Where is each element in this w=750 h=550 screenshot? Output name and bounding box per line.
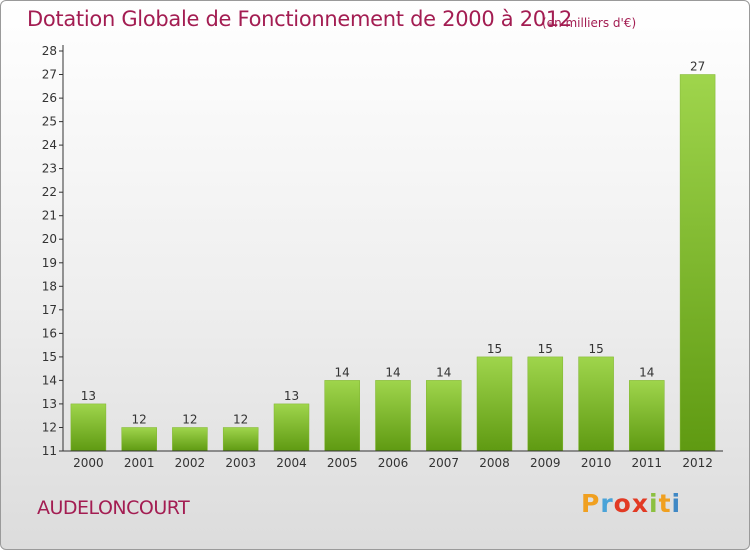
bar-2010 [578, 356, 614, 452]
value-label: 12 [182, 413, 197, 427]
bar-2002 [172, 427, 208, 452]
logo-letter: P [581, 489, 601, 518]
y-tick-label: 14 [42, 373, 57, 387]
x-tick-label: 2010 [581, 456, 612, 470]
y-tick-label: 20 [42, 232, 57, 246]
proxiti-logo: Proxiti [581, 489, 681, 518]
x-tick-label: 2000 [73, 456, 104, 470]
bar-2011 [629, 380, 665, 452]
x-tick-label: 2011 [632, 456, 663, 470]
value-label: 12 [132, 413, 147, 427]
y-tick-label: 17 [42, 303, 57, 317]
y-tick-label: 28 [42, 44, 57, 58]
x-tick-label: 2007 [429, 456, 460, 470]
bar-2008 [476, 356, 513, 452]
logo-letter: x [631, 489, 649, 518]
bar-2004 [273, 403, 310, 452]
bar-2003 [222, 427, 259, 452]
value-label: 27 [690, 60, 705, 74]
x-tick-label: 2005 [327, 456, 358, 470]
value-label: 15 [487, 342, 502, 356]
logo-letter: i [671, 489, 682, 518]
y-tick-label: 27 [42, 68, 57, 82]
logo-letter: r [600, 489, 614, 518]
logo-letter: o [613, 489, 632, 518]
value-label: 15 [588, 342, 603, 356]
value-label: 15 [538, 342, 553, 356]
commune-name: AUDELONCOURT [37, 497, 190, 519]
y-tick-label: 11 [42, 444, 57, 458]
x-tick-label: 2009 [530, 456, 561, 470]
x-tick-label: 2012 [682, 456, 713, 470]
bar-2005 [324, 380, 360, 452]
x-tick-label: 2001 [124, 456, 155, 470]
bar-2009 [527, 356, 564, 452]
y-tick-label: 18 [42, 279, 57, 293]
bar-2006 [375, 380, 411, 452]
value-label: 14 [335, 365, 350, 379]
x-tick-label: 2006 [378, 456, 409, 470]
y-tick-label: 15 [42, 350, 57, 364]
chart-title: Dotation Globale de Fonctionnement de 20… [27, 7, 572, 31]
chart-subtitle: (en milliers d'€) [542, 16, 637, 30]
value-label: 14 [436, 365, 451, 379]
y-tick-label: 25 [42, 115, 57, 129]
bar-2007 [426, 380, 462, 452]
value-label: 14 [639, 365, 654, 379]
logo-letter: t [658, 489, 672, 518]
bar-2001 [121, 427, 157, 452]
y-tick-label: 13 [42, 397, 57, 411]
x-tick-label: 2003 [225, 456, 256, 470]
value-label: 12 [233, 413, 248, 427]
y-tick-label: 22 [42, 185, 57, 199]
y-tick-label: 23 [42, 162, 57, 176]
y-tick-label: 26 [42, 91, 57, 105]
x-tick-label: 2008 [479, 456, 510, 470]
x-tick-label: 2004 [276, 456, 307, 470]
value-label: 13 [81, 389, 96, 403]
value-label: 14 [385, 365, 400, 379]
y-tick-label: 19 [42, 256, 57, 270]
value-label: 13 [284, 389, 299, 403]
y-tick-label: 16 [42, 326, 57, 340]
bar-2000 [70, 403, 107, 452]
y-tick-label: 24 [42, 138, 57, 152]
y-tick-label: 21 [42, 209, 57, 223]
y-tick-label: 12 [42, 421, 57, 435]
x-tick-label: 2002 [175, 456, 206, 470]
logo-letter: i [649, 489, 659, 518]
bar-2012 [679, 74, 716, 452]
